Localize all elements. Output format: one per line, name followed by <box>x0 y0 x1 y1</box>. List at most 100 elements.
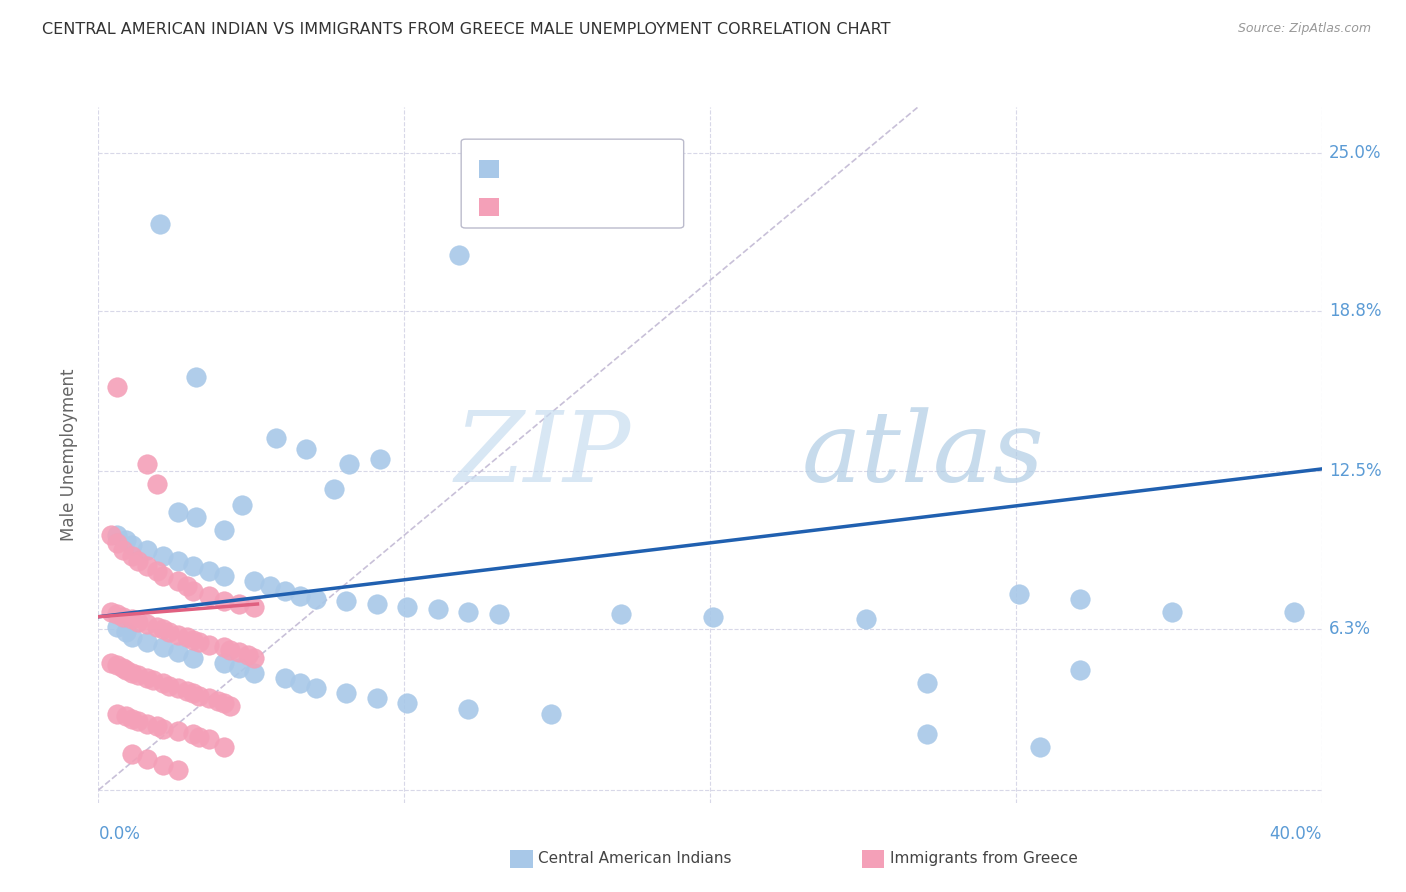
Point <box>121 538 143 552</box>
Point <box>337 457 360 471</box>
Text: Central American Indians: Central American Indians <box>538 852 733 866</box>
Point <box>111 661 134 675</box>
Point <box>176 630 198 644</box>
Point <box>457 605 479 619</box>
Text: 18.8%: 18.8% <box>1329 301 1381 320</box>
Point <box>304 681 326 695</box>
Point <box>366 597 388 611</box>
Point <box>915 676 938 690</box>
Point <box>188 635 211 649</box>
Point <box>188 730 211 744</box>
Point <box>335 594 357 608</box>
Point <box>152 722 174 736</box>
Point <box>142 673 165 688</box>
Text: 71: 71 <box>617 199 643 217</box>
Point <box>136 558 159 573</box>
Point <box>181 558 204 573</box>
Point <box>290 590 312 604</box>
Point <box>115 533 138 548</box>
Point <box>152 569 174 583</box>
Point <box>181 686 204 700</box>
Text: R =: R = <box>508 161 547 179</box>
Text: N =: N = <box>581 161 633 179</box>
Point <box>915 727 938 741</box>
Point <box>322 483 344 497</box>
Point <box>540 706 562 721</box>
Text: 6.3%: 6.3% <box>1329 621 1371 639</box>
Point <box>186 370 208 384</box>
Point <box>274 584 297 599</box>
Point <box>105 620 128 634</box>
Point <box>181 584 204 599</box>
Text: Source: ZipAtlas.com: Source: ZipAtlas.com <box>1237 22 1371 36</box>
Point <box>100 605 122 619</box>
Point <box>186 510 208 524</box>
Point <box>111 609 134 624</box>
Point <box>368 451 391 466</box>
Point <box>157 679 180 693</box>
Point <box>127 668 149 682</box>
Point <box>152 640 174 655</box>
Point <box>396 697 419 711</box>
Point <box>304 591 326 606</box>
Point <box>212 739 235 754</box>
Point <box>105 536 128 550</box>
Text: 0.237: 0.237 <box>538 199 595 217</box>
Point <box>855 612 877 626</box>
Point <box>136 635 159 649</box>
Point <box>105 528 128 542</box>
Point <box>105 607 128 622</box>
Point <box>167 574 190 588</box>
Point <box>457 701 479 715</box>
Point <box>426 602 449 616</box>
Point <box>702 609 724 624</box>
Point <box>136 671 159 685</box>
Point <box>176 683 198 698</box>
Point <box>181 727 204 741</box>
Text: R =: R = <box>508 199 547 217</box>
Point <box>610 607 633 622</box>
Point <box>197 691 219 706</box>
Point <box>115 663 138 677</box>
Point <box>212 697 235 711</box>
Point <box>1069 663 1091 677</box>
Point <box>274 671 297 685</box>
Point <box>176 579 198 593</box>
Point <box>238 648 260 662</box>
Point <box>167 627 190 641</box>
Point <box>1029 739 1052 754</box>
Point <box>335 686 357 700</box>
Point <box>145 719 167 733</box>
Point <box>115 625 138 640</box>
Point <box>243 599 266 614</box>
Point <box>488 607 510 622</box>
Point <box>121 712 143 726</box>
Point <box>100 656 122 670</box>
Point <box>136 543 159 558</box>
Text: 12.5%: 12.5% <box>1329 462 1381 481</box>
Point <box>212 640 235 655</box>
Point <box>127 615 149 629</box>
Point <box>145 620 167 634</box>
Text: 0.0%: 0.0% <box>98 825 141 843</box>
Point <box>212 594 235 608</box>
Text: 0.262: 0.262 <box>538 161 595 179</box>
Text: 25.0%: 25.0% <box>1329 144 1381 162</box>
Point <box>115 709 138 723</box>
Point <box>212 569 235 583</box>
Point <box>105 706 128 721</box>
Point <box>167 554 190 568</box>
Point <box>167 724 190 739</box>
Point <box>197 732 219 747</box>
Point <box>212 656 235 670</box>
Point <box>121 549 143 563</box>
Point <box>264 431 287 445</box>
Point <box>449 248 471 262</box>
Point <box>1160 605 1182 619</box>
Point <box>197 564 219 578</box>
Point <box>181 632 204 647</box>
Text: Immigrants from Greece: Immigrants from Greece <box>890 852 1078 866</box>
Point <box>121 747 143 762</box>
Point <box>152 676 174 690</box>
Point <box>121 612 143 626</box>
